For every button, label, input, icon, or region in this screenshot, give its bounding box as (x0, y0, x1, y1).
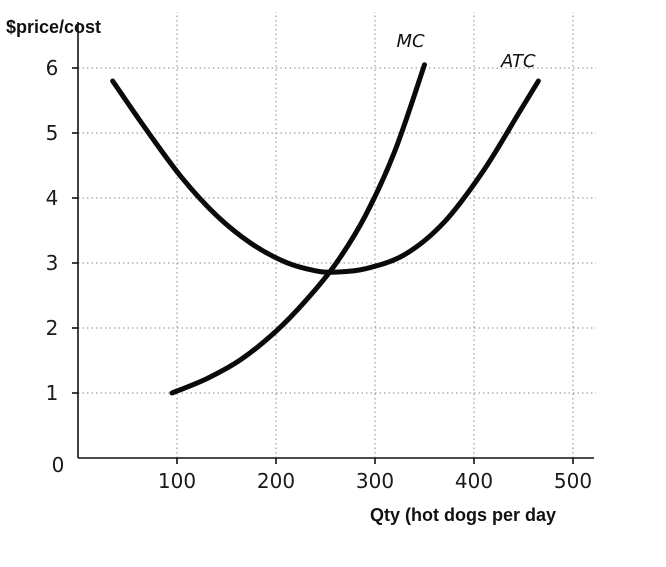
y-tick-label-6: 6 (46, 56, 59, 80)
series-labels: MC ATC (396, 31, 536, 72)
y-tick-label-0: 0 (52, 453, 65, 477)
x-tick-label-400: 400 (455, 469, 493, 493)
series-curves (110, 62, 541, 396)
y-tick-label-1: 1 (46, 381, 59, 405)
x-axis-label: Qty (hot dogs per day (370, 505, 556, 525)
series-line-mc (169, 62, 427, 396)
y-tick-label-3: 3 (46, 251, 59, 275)
axes (72, 22, 594, 464)
x-tick-labels: 100 200 300 400 500 (158, 469, 592, 493)
series-label-atc: ATC (500, 51, 536, 72)
y-tick-label-4: 4 (46, 186, 59, 210)
grid (78, 12, 596, 458)
y-tick-labels: 0 1 2 3 4 5 6 (46, 56, 65, 477)
x-tick-label-200: 200 (257, 469, 295, 493)
y-axis-label: $price/cost (6, 17, 101, 37)
y-tick-label-2: 2 (46, 316, 59, 340)
x-tick-label-300: 300 (356, 469, 394, 493)
x-tick-label-100: 100 (158, 469, 196, 493)
x-tick-label-500: 500 (554, 469, 592, 493)
y-tick-label-5: 5 (46, 121, 59, 145)
series-label-mc: MC (396, 31, 425, 52)
series-line-atc (110, 78, 541, 275)
